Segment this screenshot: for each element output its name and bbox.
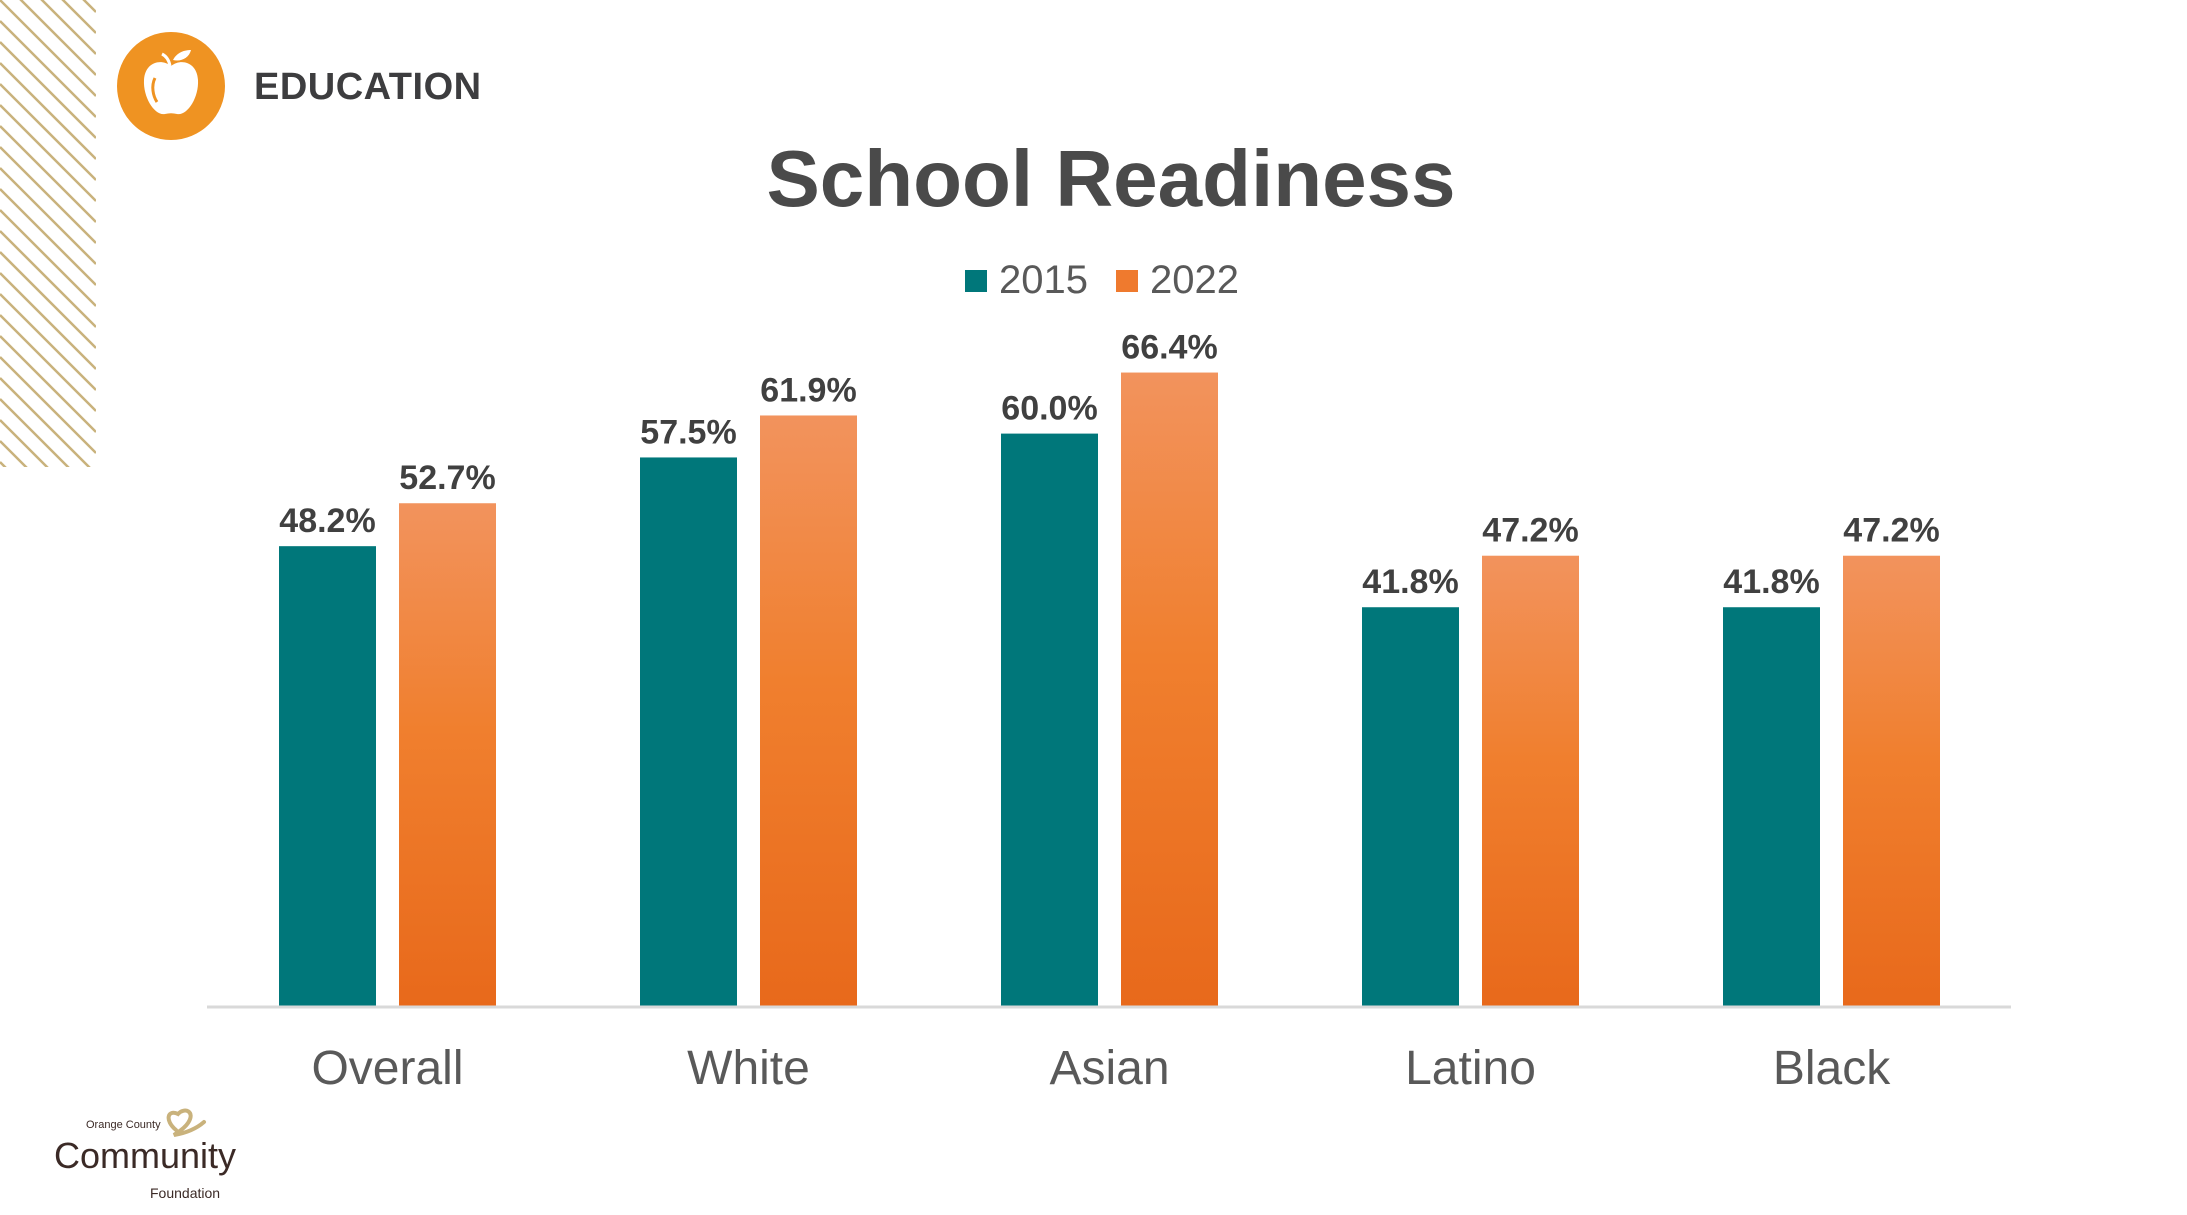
chart-legend: 2015 2022 (965, 258, 1267, 303)
stripe-line (0, 377, 91, 467)
stripe-line (40, 0, 96, 55)
category-label: White (687, 1042, 810, 1095)
data-label: 47.2% (1843, 512, 1939, 550)
stripe-line (0, 188, 96, 286)
bar-overall-2015 (279, 546, 376, 1006)
stripe-line (0, 125, 96, 223)
data-label: 66.4% (1121, 329, 1217, 367)
data-label: 48.2% (279, 502, 375, 540)
legend-label: 2022 (1149, 258, 1239, 302)
stripe-line (0, 440, 28, 467)
apple-icon (117, 32, 225, 140)
stripe-line (0, 209, 96, 307)
bar-asian-2022 (1121, 372, 1218, 1006)
stripe-line (61, 0, 96, 34)
category-label: Latino (1405, 1042, 1536, 1095)
category-label: Black (1773, 1042, 1891, 1095)
bar-white-2022 (760, 415, 857, 1006)
data-label: 41.8% (1362, 563, 1458, 601)
section-label: EDUCATION (254, 66, 482, 108)
logo-line-1: Orange County (86, 1119, 161, 1131)
bar-latino-2022 (1482, 555, 1579, 1006)
data-label: 60.0% (1001, 390, 1097, 428)
stripe-line (19, 0, 96, 76)
legend-item-2022: 2022 (1115, 258, 1239, 303)
category-label: Asian (1049, 1042, 1169, 1095)
legend-swatch-2015 (965, 269, 987, 292)
stripe-line (0, 314, 96, 412)
stripe-line (0, 419, 49, 467)
community-foundation-logo: Orange County Community Foundation (54, 1108, 236, 1201)
data-label: 61.9% (760, 371, 856, 409)
bar-white-2015 (640, 457, 737, 1006)
stripe-line (0, 41, 96, 139)
stripe-line (0, 167, 96, 265)
stripe-line (0, 356, 96, 454)
stripe-line (0, 0, 96, 97)
bar-overall-2022 (399, 503, 496, 1006)
legend-label: 2015 (999, 258, 1088, 302)
data-label: 52.7% (399, 459, 495, 497)
chart-title: School Readiness (766, 134, 1456, 223)
stripe-line (0, 293, 96, 391)
stripe-line (0, 272, 96, 370)
logo-line-3: Foundation (150, 1185, 220, 1201)
stripe-line (0, 62, 96, 160)
stripe-line (0, 146, 96, 244)
bar-asian-2015 (1001, 433, 1098, 1007)
bar-black-2022 (1843, 555, 1940, 1006)
decorative-stripes (0, 0, 96, 467)
stripe-line (0, 104, 96, 202)
stripe-line (0, 398, 70, 467)
stripe-line (0, 251, 96, 349)
logo-line-2: Community (54, 1135, 236, 1176)
data-label: 57.5% (640, 413, 736, 451)
legend-swatch-2022 (1115, 269, 1138, 292)
bar-black-2015 (1723, 607, 1820, 1006)
legend-item-2015: 2015 (965, 258, 1088, 303)
bar-latino-2015 (1362, 607, 1459, 1006)
data-label: 47.2% (1482, 512, 1578, 550)
category-label: Overall (311, 1042, 463, 1095)
data-label: 41.8% (1723, 563, 1819, 601)
stripe-line (0, 20, 96, 118)
stripe-line (0, 230, 96, 328)
stripe-line (0, 83, 96, 181)
stripe-line (0, 335, 96, 433)
